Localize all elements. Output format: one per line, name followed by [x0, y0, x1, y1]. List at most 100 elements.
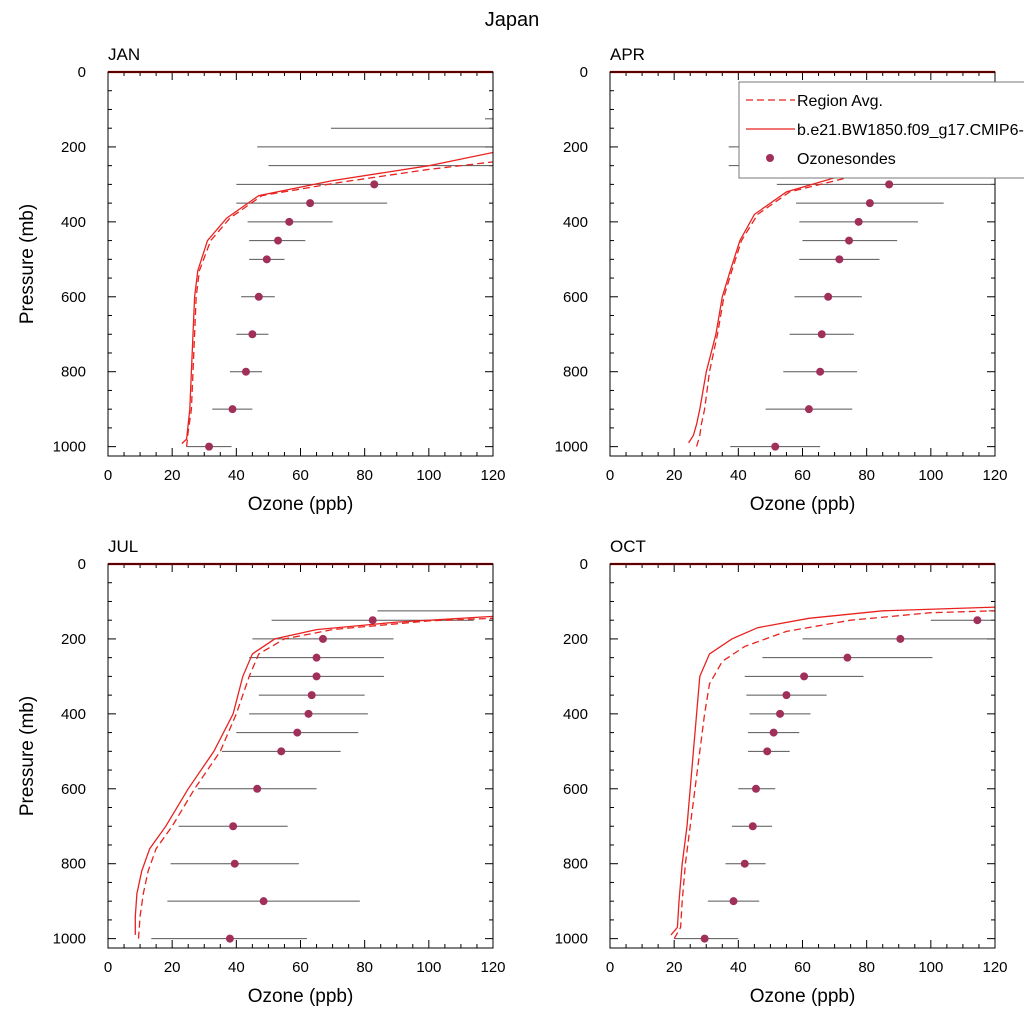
y-tick-label: 800	[563, 856, 588, 873]
ozonesonde-point	[277, 747, 286, 756]
x-tick-label: 120	[480, 959, 505, 976]
x-tick-label: 80	[356, 467, 373, 484]
y-tick-label: 600	[563, 781, 588, 798]
ozonesonde-point	[885, 180, 894, 189]
y-tick-label: 600	[563, 289, 588, 306]
ozonesonde-point	[776, 709, 785, 718]
ozonesonde-point	[228, 405, 237, 414]
ozonesonde-point	[370, 180, 379, 189]
panel-jul: 0 20 40 60 80 100 120 0 200 400 600 800 1000 Ozone (p…	[17, 537, 506, 1007]
ozonesonde-point	[763, 747, 772, 756]
x-tick-label: 0	[606, 959, 614, 976]
y-tick-label: 1000	[555, 439, 588, 456]
ozonesonde-point	[259, 897, 268, 906]
x-tick-label: 120	[982, 467, 1007, 484]
model-line	[670, 606, 995, 936]
ozonesonde-point	[225, 934, 234, 943]
ozonesonde-point	[248, 330, 257, 339]
ozonesonde-point	[973, 616, 982, 625]
x-tick-label: 100	[918, 467, 943, 484]
ozonesonde-point	[253, 784, 262, 793]
ozonesonde-point	[816, 367, 825, 376]
panel-label-jan: JAN	[108, 45, 140, 64]
x-tick-label: 120	[480, 467, 505, 484]
ozonesonde-point	[274, 236, 283, 245]
y-tick-label: 1000	[555, 931, 588, 948]
plot-area-jul	[134, 610, 493, 943]
y-tick-label: 400	[563, 214, 588, 231]
x-tick-label: 20	[666, 959, 683, 976]
y-tick-label: 0	[78, 64, 86, 81]
x-tick-label: 40	[228, 959, 245, 976]
region-avg-line	[137, 617, 493, 939]
x-tick-label: 60	[292, 959, 309, 976]
model-line	[181, 151, 493, 445]
y-tick-label: 800	[61, 856, 86, 873]
plot-frame-jan	[107, 71, 494, 457]
plot-area-apr	[688, 146, 995, 451]
ozonesonde-point	[700, 934, 709, 943]
x-tick-label: 80	[356, 959, 373, 976]
legend-region-label: Region Avg.	[797, 93, 883, 110]
ozonesonde-point	[771, 442, 780, 451]
y-tick-label: 400	[61, 706, 86, 723]
x-tick-label: 100	[416, 467, 441, 484]
ozonesonde-point	[318, 634, 327, 643]
y-tick-label: 800	[563, 364, 588, 381]
y-axis-title: Pressure (mb)	[17, 204, 38, 324]
x-tick-label: 40	[730, 959, 747, 976]
ozonesonde-point	[241, 367, 250, 376]
ozonesonde-point	[865, 199, 874, 208]
y-tick-label: 200	[61, 631, 86, 648]
region-avg-line	[695, 159, 995, 447]
ozonesonde-point	[740, 859, 749, 868]
plot-frame-apr	[609, 71, 996, 457]
y-tick-label: 600	[61, 781, 86, 798]
x-tick-label: 20	[164, 959, 181, 976]
model-line	[134, 615, 493, 935]
ozonesonde-point	[262, 255, 271, 264]
x-axis-title: Ozone (ppb)	[750, 494, 856, 515]
x-tick-label: 40	[730, 467, 747, 484]
x-tick-label: 20	[164, 467, 181, 484]
x-tick-label: 40	[228, 467, 245, 484]
y-tick-label: 0	[78, 556, 86, 573]
x-tick-label: 100	[416, 959, 441, 976]
ozonesonde-point	[843, 653, 852, 662]
ozonesonde-point	[230, 859, 239, 868]
legend-obs-label: Ozonesondes	[797, 151, 896, 168]
figure-title: Japan	[485, 9, 540, 31]
ozonesonde-point	[804, 405, 813, 414]
ozonesonde-point	[293, 728, 302, 737]
plot-area-oct	[670, 606, 995, 943]
legend-obs-marker	[766, 154, 774, 162]
panel-jan: 0 20 40 60 80 100 120 0 200 400 600 800 1000 Ozone (p…	[17, 45, 506, 515]
legend: Region Avg. b.e21.BW1850.f09_g17.CMIP6-pi…	[738, 81, 1024, 179]
y-tick-label: 0	[580, 556, 588, 573]
y-axis-title: Pressure (mb)	[17, 696, 38, 816]
x-tick-label: 60	[794, 467, 811, 484]
ozonesonde-point	[312, 653, 321, 662]
ozonesonde-point	[307, 691, 316, 700]
x-tick-label: 120	[982, 959, 1007, 976]
x-axis-title: Ozone (ppb)	[248, 494, 354, 515]
ozonesonde-point	[835, 255, 844, 264]
ozonesonde-point	[751, 784, 760, 793]
region-avg-line	[185, 161, 493, 447]
x-axis-title: Ozone (ppb)	[750, 986, 856, 1007]
y-tick-label: 1000	[53, 439, 86, 456]
x-tick-label: 0	[104, 959, 112, 976]
ozonesonde-point	[229, 822, 238, 831]
panel-label-jul: JUL	[108, 537, 138, 556]
model-line	[688, 157, 995, 444]
ozonesonde-point	[769, 728, 778, 737]
ozonesonde-point	[817, 330, 826, 339]
y-tick-label: 400	[563, 706, 588, 723]
ozonesonde-point	[729, 897, 738, 906]
ozonesonde-point	[748, 822, 757, 831]
panel-label-oct: OCT	[610, 537, 646, 556]
y-tick-label: 400	[61, 214, 86, 231]
x-tick-label: 60	[794, 959, 811, 976]
y-tick-label: 200	[563, 631, 588, 648]
